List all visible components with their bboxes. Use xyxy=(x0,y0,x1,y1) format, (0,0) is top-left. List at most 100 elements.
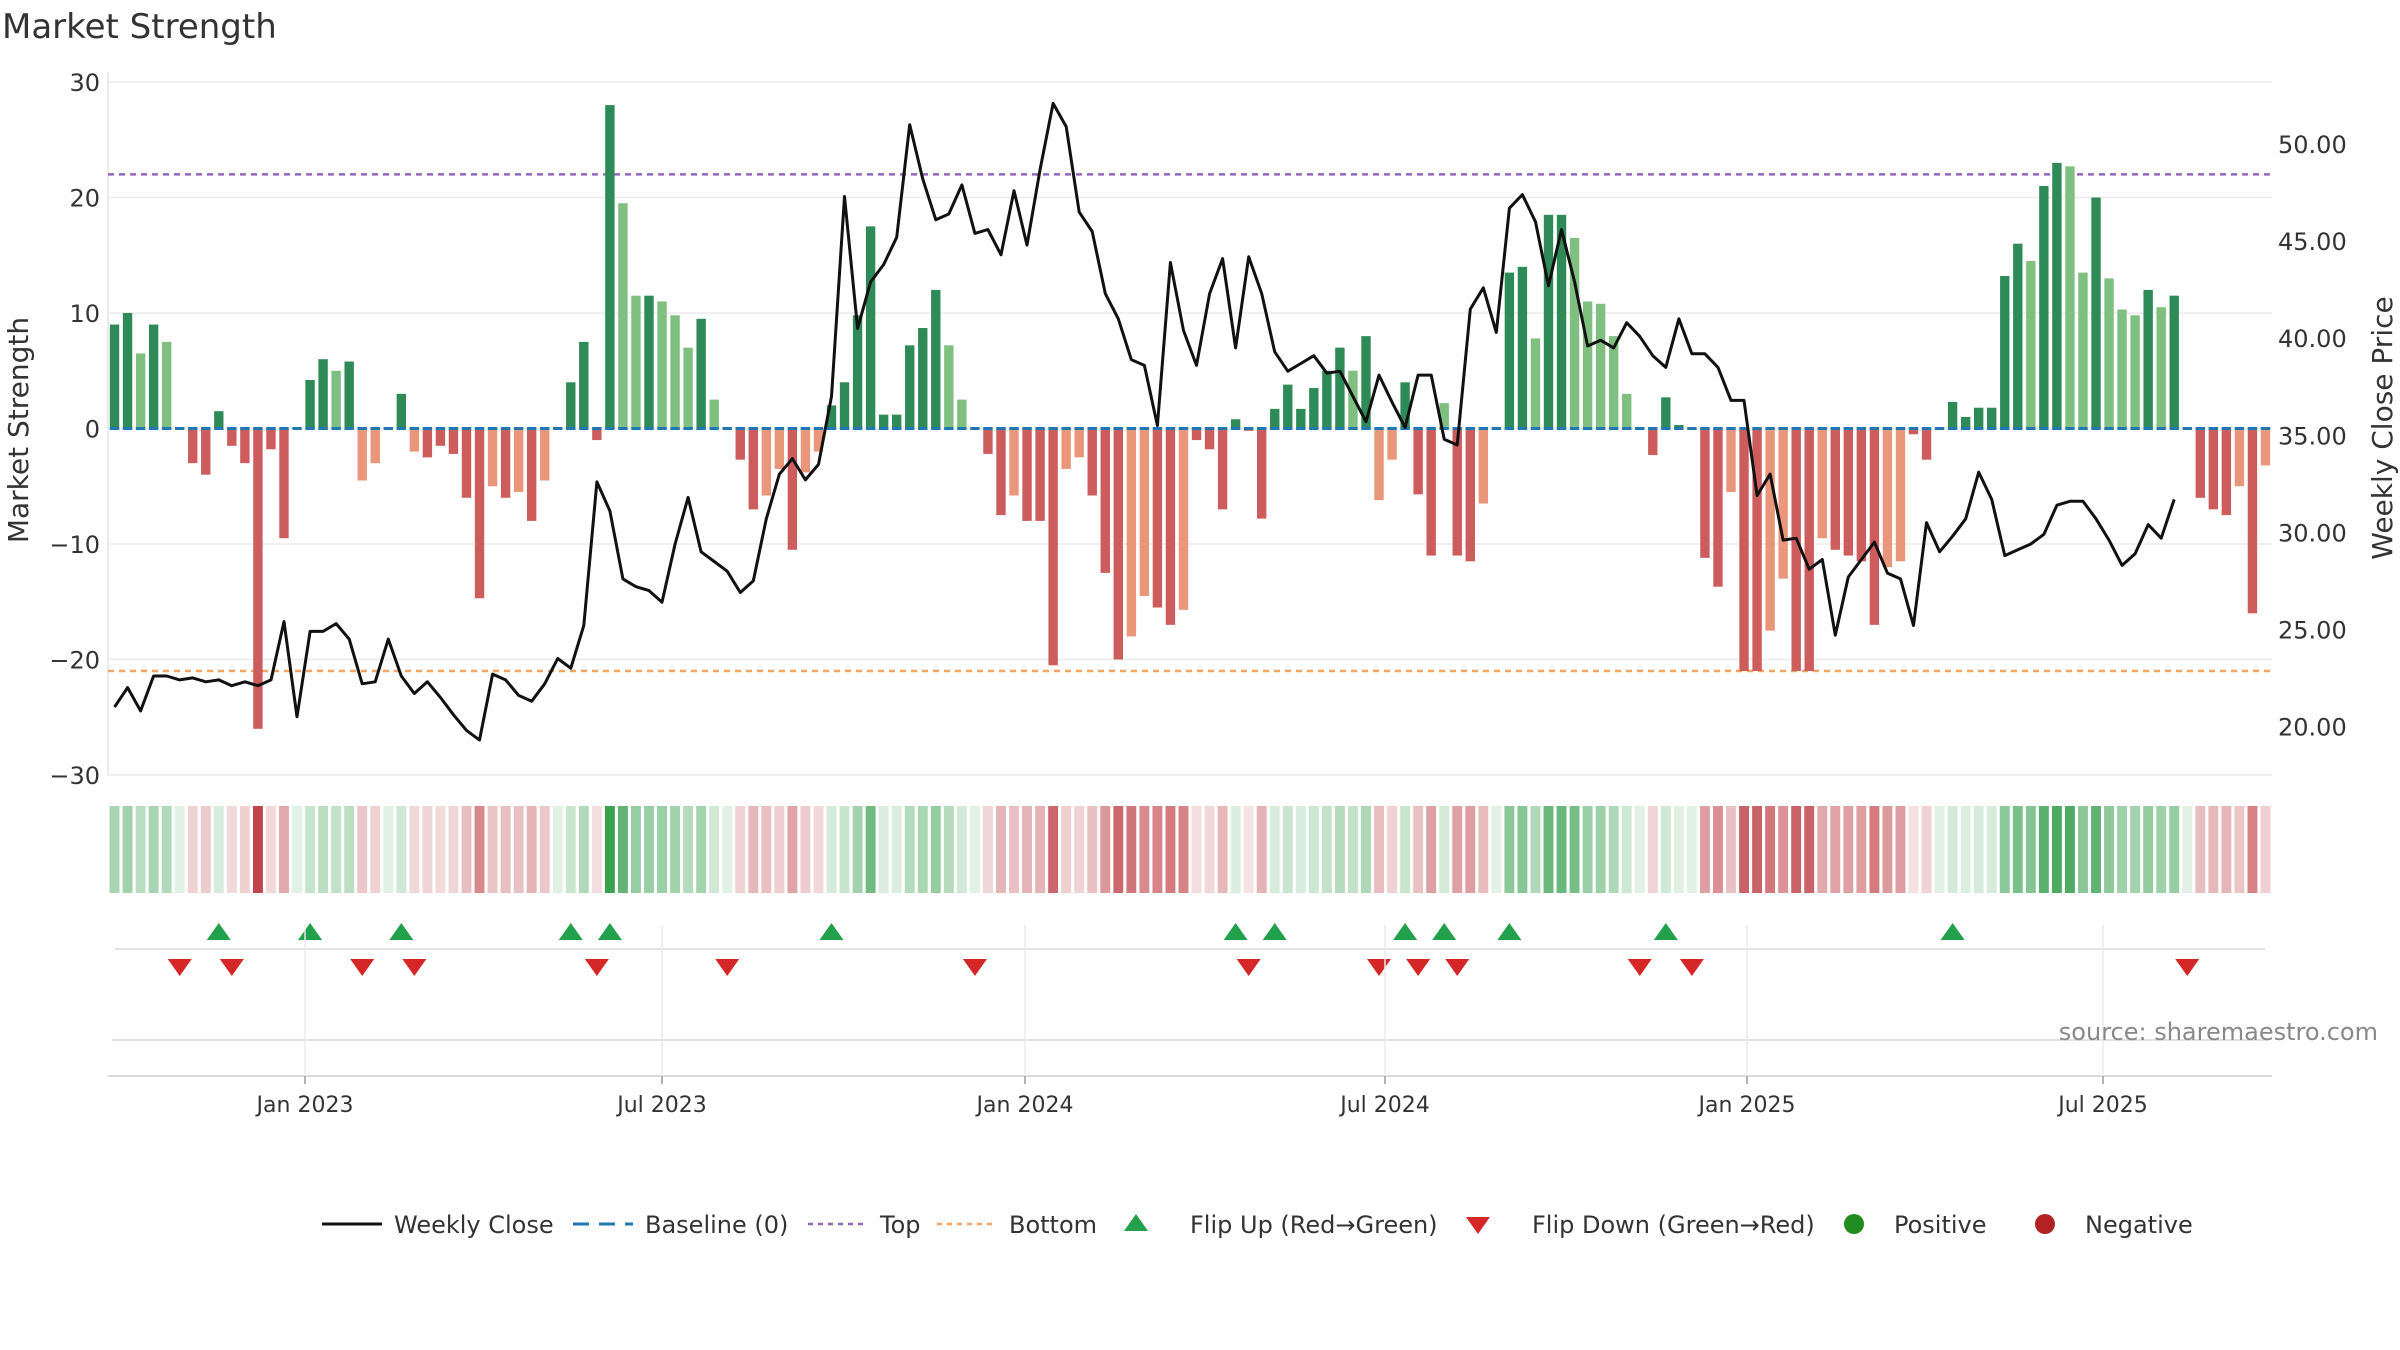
strength-bar xyxy=(1882,428,1893,568)
heat-cell xyxy=(1191,806,1202,893)
heat-cell xyxy=(748,806,759,893)
flip-down-marker xyxy=(350,959,375,976)
legend-entry: Weekly Close xyxy=(322,1211,554,1239)
flip-up-marker xyxy=(389,923,414,940)
heat-cell xyxy=(2025,806,2036,893)
strength-bar xyxy=(1022,428,1032,521)
heat-cell xyxy=(761,806,772,893)
heat-cell xyxy=(800,806,811,893)
heat-cell xyxy=(487,806,498,893)
y2-tick-label: 45.00 xyxy=(2278,228,2347,256)
heat-cell xyxy=(578,806,589,893)
x-tick-label: Jul 2024 xyxy=(1338,1093,1430,1118)
strength-bar xyxy=(579,341,589,429)
y-axis-left: 30 20 10 0 −10 −20 −30 xyxy=(49,69,100,790)
heat-cell xyxy=(539,806,550,893)
heat-cell xyxy=(2117,806,2128,893)
strength-bar xyxy=(592,428,602,441)
flip-up-marker xyxy=(597,923,622,940)
heat-cell xyxy=(2169,806,2180,893)
legend-entry: Bottom xyxy=(937,1211,1097,1239)
strength-bar xyxy=(931,289,941,429)
strength-bar xyxy=(1087,428,1097,496)
strength-bar xyxy=(448,428,459,454)
strength-bar xyxy=(891,414,902,429)
strength-bar xyxy=(1230,419,1241,429)
heat-cell xyxy=(891,806,902,893)
strength-bar xyxy=(996,428,1006,516)
heat-cell xyxy=(1374,806,1384,893)
heat-cell xyxy=(344,806,355,893)
strength-bar xyxy=(657,301,667,429)
flip-up-marker xyxy=(558,923,583,940)
heat-cell xyxy=(1452,806,1463,893)
strength-bar xyxy=(1452,428,1462,556)
strength-bar xyxy=(1257,428,1267,519)
heat-cell xyxy=(2195,806,2206,893)
strength-bar xyxy=(696,318,706,429)
heat-cell xyxy=(396,806,407,893)
strength-bar xyxy=(1361,336,1371,429)
strength-bar xyxy=(474,428,485,599)
strength-bar xyxy=(1400,382,1410,429)
strength-bar xyxy=(1191,428,1202,441)
heat-cell xyxy=(200,806,211,893)
strength-bar xyxy=(2104,278,2114,429)
heat-cell xyxy=(1517,806,1528,893)
strength-bar xyxy=(2130,315,2140,429)
heat-cell xyxy=(174,806,185,893)
heat-cell xyxy=(2247,806,2258,893)
heat-cell xyxy=(187,806,198,893)
heat-cell xyxy=(1243,806,1254,893)
heat-cell xyxy=(1230,806,1241,893)
heat-cell xyxy=(982,806,993,893)
legend-label: Positive xyxy=(1894,1211,1987,1239)
heat-cell xyxy=(1478,806,1489,893)
flip-up-marker xyxy=(1262,923,1287,940)
heat-cell xyxy=(1608,806,1619,893)
heat-cell xyxy=(1908,806,1919,893)
heat-cell xyxy=(1660,806,1671,893)
strength-bar xyxy=(905,345,915,429)
heat-cell xyxy=(1334,806,1345,893)
strength-bar xyxy=(1204,428,1215,450)
strength-bar xyxy=(1895,428,1906,562)
strength-bar xyxy=(1595,303,1606,429)
strength-bar xyxy=(1921,428,1932,460)
heat-cell xyxy=(135,806,146,893)
strength-bar xyxy=(1661,397,1671,429)
heat-cell xyxy=(1986,806,1997,893)
heat-cell xyxy=(878,806,889,893)
flip-up-marker xyxy=(206,923,231,940)
heat-cell xyxy=(2143,806,2154,893)
heat-cell xyxy=(1647,806,1658,893)
y2-tick-label: 25.00 xyxy=(2278,616,2347,644)
strength-bar xyxy=(2247,428,2258,614)
y-tick-label: −10 xyxy=(49,531,100,559)
strength-bar xyxy=(1791,428,1801,672)
heat-cell xyxy=(996,806,1006,893)
strength-bar xyxy=(1309,388,1319,429)
heat-cell xyxy=(1009,806,1019,893)
heat-cell xyxy=(1426,806,1437,893)
heat-cell xyxy=(1035,806,1046,893)
legend-flip-down-icon xyxy=(1466,1217,1490,1234)
strength-bar xyxy=(1856,428,1867,562)
heat-cell xyxy=(1765,806,1776,893)
heat-cell xyxy=(109,806,120,893)
strength-bar xyxy=(2078,272,2088,429)
heat-cell xyxy=(122,806,133,893)
flip-down-marker xyxy=(219,959,244,976)
flip-down-marker xyxy=(1236,959,1261,976)
legend-label: Flip Down (Green→Red) xyxy=(1532,1211,1815,1239)
heat-cell xyxy=(2182,806,2193,893)
heat-cell xyxy=(1295,806,1306,893)
flip-down-marker xyxy=(715,959,740,976)
y-axis-label: Market Strength xyxy=(2,317,35,543)
y2-tick-label: 30.00 xyxy=(2278,519,2347,547)
heat-cell xyxy=(1400,806,1411,893)
strength-bar xyxy=(566,382,576,429)
strength-bar xyxy=(1217,428,1228,510)
heat-cell xyxy=(318,806,329,893)
heat-cell xyxy=(213,806,224,893)
